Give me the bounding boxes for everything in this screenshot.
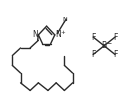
Text: −: − — [106, 40, 111, 45]
Text: F: F — [91, 33, 95, 42]
Text: F: F — [113, 33, 117, 42]
Text: N: N — [63, 17, 67, 22]
Text: F: F — [113, 50, 117, 59]
Text: N: N — [32, 30, 38, 39]
Text: +: + — [61, 30, 65, 35]
Text: N: N — [55, 30, 61, 39]
Text: B: B — [102, 41, 107, 50]
Text: F: F — [91, 50, 95, 59]
